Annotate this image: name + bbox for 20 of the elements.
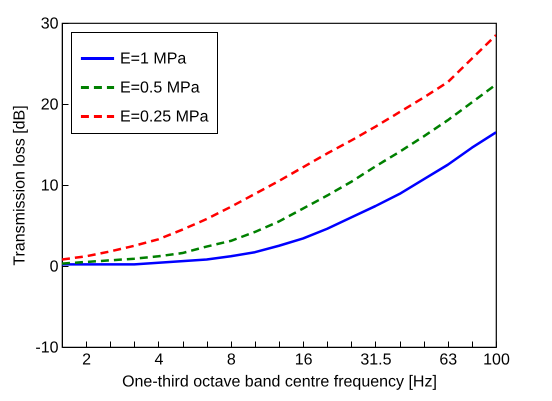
legend-label: E=0.25 MPa (120, 108, 209, 126)
x-tick-label: 16 (294, 352, 313, 368)
y-tick-label: 10 (40, 178, 59, 194)
x-tick-label: 4 (154, 352, 164, 368)
line-series (62, 131, 496, 266)
y-tick-label: 0 (50, 258, 59, 276)
legend-label: E=1 MPa (120, 50, 186, 68)
y-tick-label: 30 (40, 16, 59, 32)
y-axis-title: Transmission loss [dB] (11, 105, 28, 266)
x-tick-label: 2 (82, 352, 92, 368)
y-tick-label: -10 (35, 340, 59, 356)
x-axis-title: One-third octave band centre frequency [Hz] (122, 374, 437, 390)
y-tick-label: 20 (40, 96, 59, 114)
x-tick-label: 63 (439, 352, 458, 368)
line-series (62, 34, 496, 261)
x-tick-label: 8 (226, 352, 236, 368)
legend-label: E=0.5 MPa (120, 80, 200, 96)
x-tick-label: 100 (483, 352, 510, 368)
line-series (62, 83, 496, 265)
x-tick-label: 31.5 (360, 352, 392, 368)
